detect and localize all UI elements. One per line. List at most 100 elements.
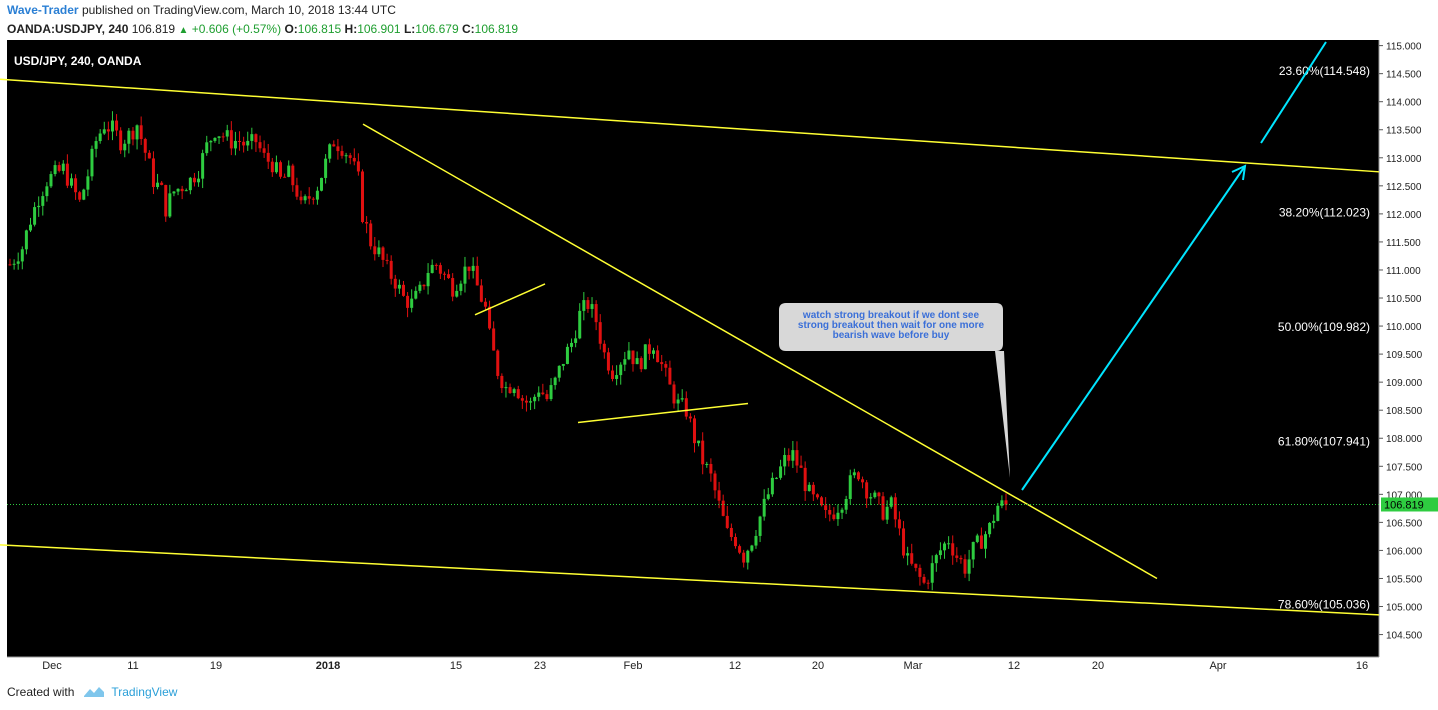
candle-body	[524, 400, 528, 403]
candle-body	[943, 543, 947, 551]
candle-body	[902, 528, 906, 556]
candle-body	[74, 178, 78, 193]
candle-body	[471, 265, 475, 271]
price-tick-label: 109.500	[1386, 350, 1423, 361]
trendlines[interactable]	[0, 78, 1380, 616]
time-axis-bg[interactable]	[7, 657, 1379, 674]
candle-body	[324, 158, 328, 178]
candle-body	[508, 387, 512, 394]
candle-body	[139, 125, 143, 140]
published-text: published on TradingView.com, March 10, …	[81, 3, 396, 17]
candle-body	[315, 190, 319, 200]
candle-body	[811, 484, 815, 495]
author-link[interactable]: Wave-Trader	[7, 3, 79, 17]
trendline	[474, 283, 546, 316]
candle-body	[209, 140, 213, 143]
fib-level-label: 50.00%(109.982)	[1278, 320, 1370, 334]
candle-body	[102, 129, 106, 134]
last-price-tag-text: 106.819	[1384, 499, 1424, 511]
candle-body	[483, 301, 487, 307]
candle-body	[229, 130, 233, 149]
candle-body	[676, 399, 680, 404]
candle-body	[836, 512, 840, 520]
candle-body	[205, 142, 209, 154]
price-change: +0.606 (+0.57%)	[191, 22, 282, 36]
price-tick-label: 115.000	[1386, 42, 1422, 53]
symbol: OANDA:USDJPY, 240	[7, 22, 129, 36]
candle-body	[828, 509, 832, 515]
candle-body	[897, 519, 901, 529]
annotation-callout[interactable]: watch strong breakout if we dont see stro…	[779, 303, 1010, 478]
candle-body	[488, 306, 492, 329]
candle-body	[680, 398, 684, 400]
candle-body	[721, 500, 725, 516]
candle-body	[377, 247, 381, 255]
candle-body	[520, 398, 524, 401]
trendline	[362, 123, 1158, 580]
candle-body	[291, 165, 295, 186]
candle-body	[578, 310, 582, 339]
symbol-info: OANDA:USDJPY, 240 106.819 ▲ +0.606 (+0.5…	[7, 22, 518, 36]
price-tick-label: 114.000	[1386, 98, 1422, 109]
footer: Created with TradingView	[7, 685, 177, 699]
candle-body	[16, 261, 20, 264]
candle-body	[574, 338, 578, 343]
candle-body	[192, 177, 196, 183]
price-tick-label: 111.000	[1386, 266, 1421, 277]
candle-body	[586, 300, 590, 309]
price-tick-label: 112.000	[1386, 210, 1422, 221]
candle-body	[885, 506, 889, 520]
candle-body	[955, 555, 959, 558]
candle-body	[274, 162, 278, 173]
candle-body	[971, 541, 975, 560]
candle-body	[332, 144, 336, 147]
time-tick-label: Apr	[1209, 660, 1226, 672]
candle-body	[127, 130, 131, 144]
candle-body	[754, 535, 758, 546]
candle-body	[115, 120, 119, 131]
time-axis-labels: Dec 11 19 2018 15 23 Feb 12 20 Mar 12 20 Apr 16	[42, 660, 1368, 672]
candle-body	[537, 392, 541, 397]
candle-body	[684, 398, 688, 417]
candle-body	[57, 165, 61, 171]
projection-arrow-line[interactable]	[1021, 165, 1246, 491]
candle-body	[414, 290, 418, 299]
low-label: L:	[403, 22, 416, 36]
candle-body	[729, 527, 733, 538]
candle-body	[717, 490, 721, 501]
price-tick-label: 114.500	[1386, 70, 1422, 81]
candle-body	[160, 182, 164, 185]
candle-body	[28, 224, 32, 231]
candle-body	[8, 264, 12, 266]
candle-body	[803, 467, 807, 492]
projection-arrow-line-2[interactable]	[1260, 41, 1327, 144]
plot-background	[7, 40, 1379, 657]
candle-body	[856, 472, 860, 480]
candle-body	[951, 543, 955, 556]
time-tick-label: 20	[812, 660, 824, 672]
candle-body	[725, 515, 729, 528]
time-tick-label: 12	[729, 660, 741, 672]
candle-body	[467, 266, 471, 271]
candle-body	[365, 222, 369, 224]
price-chart[interactable]: 23.60%(114.548) 38.20%(112.023) 50.00%(109…	[0, 40, 1438, 674]
candle-body	[410, 298, 414, 308]
candle-body	[930, 563, 934, 583]
candle-body	[1000, 500, 1004, 506]
candle-body	[701, 440, 705, 465]
candle-body	[266, 152, 270, 162]
candle-body	[787, 455, 791, 461]
tradingview-link[interactable]: TradingView	[111, 685, 178, 699]
candle-body	[143, 139, 147, 153]
candle-body	[463, 266, 467, 284]
high-value: 106.901	[357, 22, 401, 36]
candle-body	[287, 165, 291, 177]
candle-body	[934, 555, 938, 564]
candle-body	[217, 136, 221, 138]
candle-body	[762, 498, 766, 517]
candle-body	[713, 473, 717, 491]
candle-body	[311, 198, 315, 200]
price-axis-bg[interactable]	[1379, 40, 1438, 674]
candle-body	[373, 246, 377, 255]
candle-body	[86, 176, 90, 190]
